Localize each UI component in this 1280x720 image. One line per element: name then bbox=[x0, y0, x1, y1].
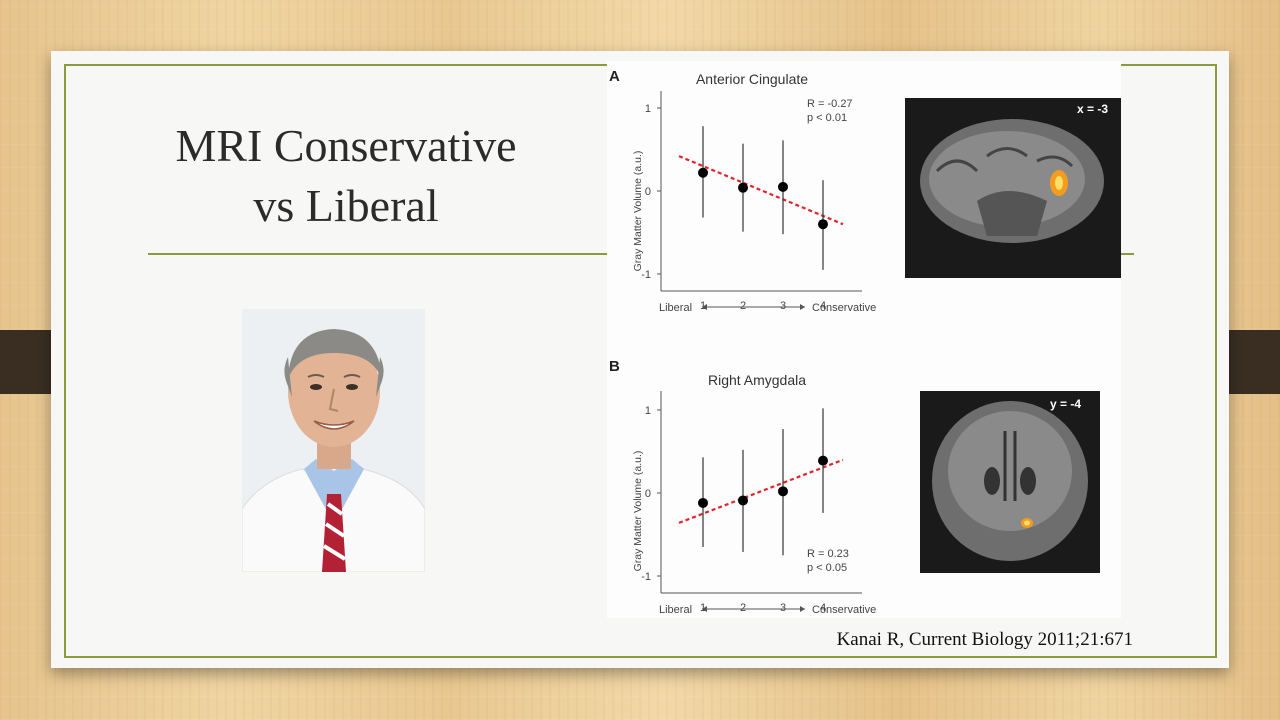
panel-b: B Right Amygdala Gray Matter Volume (a.u… bbox=[609, 358, 1100, 616]
brain-coronal-white bbox=[948, 411, 1072, 531]
panel-b-stat-p: p < 0.05 bbox=[807, 562, 847, 574]
brain-b-label: y = -4 bbox=[1050, 397, 1081, 411]
y-tick-label: 1 bbox=[645, 103, 651, 115]
panel-b-xlabel-left: Liberal bbox=[659, 604, 692, 616]
citation: Kanai R, Current Biology 2011;21:671 bbox=[836, 629, 1133, 650]
panel-b-title: Right Amygdala bbox=[708, 372, 806, 388]
x-tick-label: 4 bbox=[820, 602, 826, 614]
brain-coronal-fissure bbox=[1003, 431, 1017, 501]
data-point bbox=[818, 219, 828, 230]
x-tick-label: 2 bbox=[740, 300, 746, 312]
data-point bbox=[698, 167, 708, 178]
brain-coronal-activation-core bbox=[1024, 520, 1030, 526]
x-tick-label: 1 bbox=[700, 602, 706, 614]
trend-line bbox=[678, 155, 844, 226]
data-point bbox=[778, 181, 788, 192]
brain-a-label: x = -3 bbox=[1077, 102, 1108, 116]
data-point bbox=[818, 455, 828, 466]
panel-a-stat-p: p < 0.01 bbox=[807, 112, 847, 124]
slide-paper: MRI Conservative vs Liberal A bbox=[51, 51, 1229, 668]
slide-title: MRI Conservative vs Liberal bbox=[136, 116, 556, 236]
panel-b-letter: B bbox=[609, 358, 620, 375]
x-tick-label: 1 bbox=[700, 300, 706, 312]
x-tick-label: 3 bbox=[780, 602, 786, 614]
x-tick-label: 4 bbox=[820, 300, 826, 312]
x-tick-label: 2 bbox=[740, 602, 746, 614]
brain-coronal-ventricle-left bbox=[984, 467, 1000, 495]
brain-coronal-ventricle-right bbox=[1020, 467, 1036, 495]
title-line-2: vs Liberal bbox=[253, 180, 439, 231]
y-tick-label: -1 bbox=[641, 571, 651, 583]
panel-b-ylabel: Gray Matter Volume (a.u.) bbox=[632, 451, 644, 572]
panel-a-letter: A bbox=[609, 68, 620, 85]
panel-a-stat-r: R = -0.27 bbox=[807, 98, 853, 110]
panel-a: A Anterior Cingulate Gray Matter Volume … bbox=[609, 68, 1121, 314]
figure-panel: A Anterior Cingulate Gray Matter Volume … bbox=[607, 61, 1121, 618]
photo-portrait-icon bbox=[242, 309, 425, 572]
trend-line bbox=[678, 458, 844, 524]
data-point bbox=[738, 182, 748, 193]
y-tick-label: 0 bbox=[645, 186, 651, 198]
title-line-1: MRI Conservative bbox=[175, 120, 517, 171]
panel-a-xlabel-right: Conservative bbox=[812, 302, 876, 314]
panel-b-stat-r: R = 0.23 bbox=[807, 548, 849, 560]
portrait-photo bbox=[242, 309, 425, 572]
x-tick-label: 3 bbox=[780, 300, 786, 312]
panel-a-ylabel: Gray Matter Volume (a.u.) bbox=[632, 151, 644, 272]
brain-sagittal-sulci bbox=[935, 147, 1074, 173]
brain-sagittal-activation-core bbox=[1055, 176, 1063, 190]
panel-a-title: Anterior Cingulate bbox=[696, 71, 808, 87]
panel-b-marks: -1 0 1 1 2 3 4 bbox=[641, 405, 844, 614]
brain-sagittal-stem bbox=[977, 191, 1047, 236]
data-point bbox=[738, 495, 748, 506]
panel-b-xlabel-right: Conservative bbox=[812, 604, 876, 616]
panel-a-xlabel-left: Liberal bbox=[659, 302, 692, 314]
y-tick-label: 0 bbox=[645, 488, 651, 500]
figure-svg: A Anterior Cingulate Gray Matter Volume … bbox=[609, 68, 1121, 616]
y-tick-label: -1 bbox=[641, 269, 651, 281]
y-tick-label: 1 bbox=[645, 405, 651, 417]
data-point bbox=[698, 497, 708, 508]
panel-a-marks: -1 0 1 1 2 3 4 bbox=[641, 103, 844, 312]
data-point bbox=[778, 486, 788, 497]
